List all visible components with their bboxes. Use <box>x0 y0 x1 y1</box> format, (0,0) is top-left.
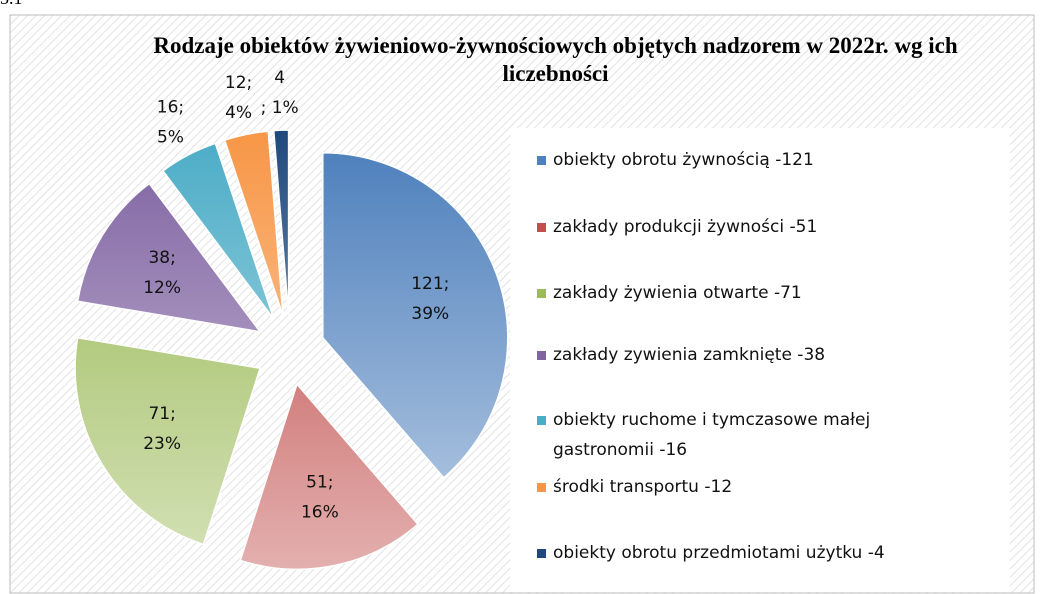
legend-swatch <box>537 289 546 298</box>
legend-item: środki transportu -12 <box>537 472 967 502</box>
data-label: 38; 12% <box>143 248 181 298</box>
data-label: 4 ; 1% <box>261 68 299 118</box>
legend-label: zakłady zywienia zamknięte -38 <box>553 345 826 365</box>
data-label-line: 23% <box>143 434 181 454</box>
data-label-line: 16% <box>301 503 339 523</box>
legend-item: obiekty ruchome i tymczasowe małej gastr… <box>537 405 967 465</box>
pie-slice <box>223 130 284 316</box>
legend-label: obiekty obrotu przedmiotami użytku -4 <box>553 543 885 563</box>
legend-swatch <box>537 156 546 165</box>
data-label: 12; 4% <box>225 73 252 123</box>
legend-swatch <box>537 416 546 425</box>
data-label-line: 71; <box>148 404 175 424</box>
legend-item: obiekty obrotu żywnością -121 <box>537 145 967 175</box>
data-label-line: 121; <box>411 274 449 294</box>
legend-label: obiekty ruchome i tymczasowe małej gastr… <box>553 410 871 460</box>
legend-box <box>510 128 1010 592</box>
legend-swatch <box>537 483 546 492</box>
data-label-line: 12% <box>143 278 181 298</box>
legend-label: środki transportu -12 <box>553 477 733 497</box>
figure-number: 5.1 <box>0 0 23 9</box>
data-label-line: 51; <box>306 473 333 493</box>
chart-title: Rodzaje obiektów żywieniowo-żywnościowyc… <box>153 33 958 86</box>
legend-item: zakłady żywienia otwarte -71 <box>537 278 967 308</box>
pie-slice <box>322 152 509 479</box>
legend-item: zakłady zywienia zamknięte -38 <box>537 340 967 370</box>
legend-swatch <box>537 223 546 232</box>
data-label: 51; 16% <box>301 473 339 523</box>
pie-slice <box>74 336 262 546</box>
data-label-line: 4 <box>274 68 285 88</box>
data-label-line: 12; <box>225 73 252 93</box>
pie-slice <box>161 142 275 320</box>
pie-slice <box>272 129 290 316</box>
pie-slice <box>239 382 419 571</box>
data-label-line: 38; <box>148 248 175 268</box>
data-label-line: 16; <box>157 97 184 117</box>
data-label: 16; 5% <box>157 97 184 147</box>
legend-label: zakłady produkcji żywności -51 <box>553 217 818 237</box>
legend-swatch <box>537 351 546 360</box>
data-label-line: 5% <box>157 127 184 147</box>
data-label-line: 39% <box>411 304 449 324</box>
pie-slice <box>76 182 262 333</box>
legend-label: zakłady żywienia otwarte -71 <box>553 283 802 303</box>
legend-item: obiekty obrotu przedmiotami użytku -4 <box>537 538 967 568</box>
legend-item: zakłady produkcji żywności -51 <box>537 212 967 242</box>
legend-swatch <box>537 549 546 558</box>
legend-label: obiekty obrotu żywnością -121 <box>553 150 814 170</box>
data-label: 121; 39% <box>411 274 449 324</box>
data-label: 71; 23% <box>143 404 181 454</box>
data-label-line: ; 1% <box>261 98 299 118</box>
data-label-line: 4% <box>225 103 252 123</box>
